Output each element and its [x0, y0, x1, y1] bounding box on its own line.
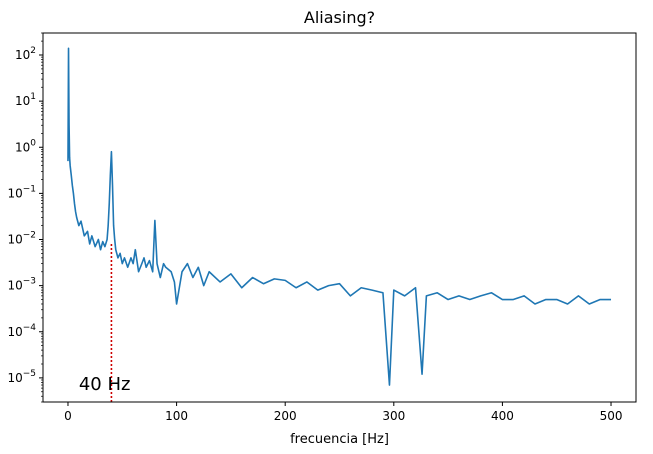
- y-tick-label--2: 10−2: [7, 231, 36, 247]
- x-tick-label-200: 200: [274, 409, 297, 423]
- y-tick-label--1: 10−1: [7, 184, 36, 200]
- x-tick-label-400: 400: [491, 409, 514, 423]
- chart-title: Aliasing?: [304, 8, 375, 27]
- x-tick-label-0: 0: [64, 409, 72, 423]
- y-tick-label--5: 10−5: [7, 369, 36, 385]
- y-tick-label-2: 102: [15, 46, 36, 62]
- x-tick-label-300: 300: [382, 409, 405, 423]
- y-tick-label-1: 101: [15, 92, 36, 108]
- y-tick-label--4: 10−4: [7, 323, 36, 339]
- x-axis-label: frecuencia [Hz]: [290, 432, 389, 447]
- series-line-0: [67, 47, 612, 386]
- y-tick-label-0: 100: [15, 138, 36, 154]
- y-tick-label--3: 10−3: [7, 277, 36, 293]
- x-tick-label-500: 500: [600, 409, 623, 423]
- plot-area: 0 100 200 300 400 500 10−5 10−4 10−3 10−2 10−1 100 1…: [7, 32, 637, 423]
- x-tick-label-100: 100: [165, 409, 188, 423]
- frequency-annotation: 40 Hz: [79, 374, 131, 395]
